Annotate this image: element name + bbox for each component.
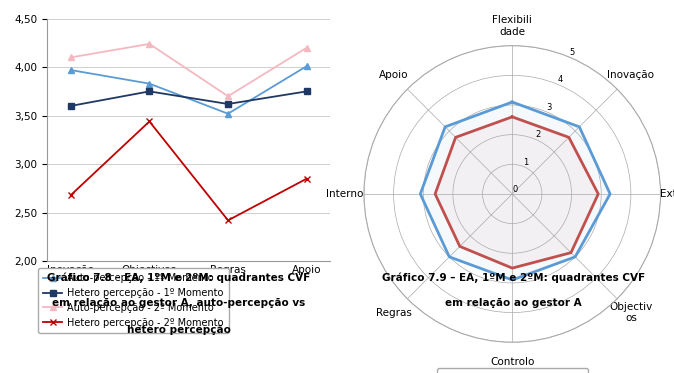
Line: Gestor A - 1º Momento: Gestor A - 1º Momento xyxy=(421,102,610,280)
Gestor A - 2º Momento xyxy=(452,135,460,140)
Gestor A - 1º Momento xyxy=(606,192,614,196)
Polygon shape xyxy=(421,102,610,280)
Gestor A - 1º Momento xyxy=(441,125,449,129)
Gestor A - 2º Momento xyxy=(456,244,464,249)
Gestor A - 1º Momento xyxy=(571,255,579,259)
Polygon shape xyxy=(435,117,599,268)
Legend: Gestor A - 1º Momento, Gestor A - 2º Momento: Gestor A - 1º Momento, Gestor A - 2º Mom… xyxy=(437,368,588,373)
Gestor A - 1º Momento xyxy=(446,255,454,259)
Text: em relação ao gestor A: em relação ao gestor A xyxy=(446,298,582,308)
Gestor A - 2º Momento xyxy=(594,192,603,196)
Gestor A - 1º Momento xyxy=(417,192,425,196)
Gestor A - 2º Momento xyxy=(567,250,575,255)
Gestor A - 2º Momento xyxy=(508,115,516,119)
Gestor A - 2º Momento xyxy=(508,115,516,119)
Text: hetero percepção: hetero percepção xyxy=(127,325,231,335)
Line: Gestor A - 2º Momento: Gestor A - 2º Momento xyxy=(435,117,599,268)
Text: em relação ao gestor A, auto-percepção vs: em relação ao gestor A, auto-percepção v… xyxy=(52,298,305,308)
Text: Gráfico 7.8 – EA, 1ºM e 2ºM: quadrantes CVF: Gráfico 7.8 – EA, 1ºM e 2ºM: quadrantes … xyxy=(47,272,310,283)
Gestor A - 2º Momento xyxy=(508,266,516,270)
Gestor A - 1º Momento xyxy=(508,100,516,104)
Gestor A - 2º Momento xyxy=(431,192,439,196)
Gestor A - 2º Momento xyxy=(565,135,573,140)
Text: Gráfico 7.9 – EA, 1ºM e 2ºM: quadrantes CVF: Gráfico 7.9 – EA, 1ºM e 2ºM: quadrantes … xyxy=(382,272,645,283)
Legend: Auto-percepção - 1º Momento, Hetero percepção - 1º Momento, Auto-percepção - 2º : Auto-percepção - 1º Momento, Hetero perc… xyxy=(38,268,228,332)
Gestor A - 1º Momento xyxy=(576,125,584,129)
Gestor A - 1º Momento xyxy=(508,100,516,104)
Gestor A - 1º Momento xyxy=(508,278,516,282)
